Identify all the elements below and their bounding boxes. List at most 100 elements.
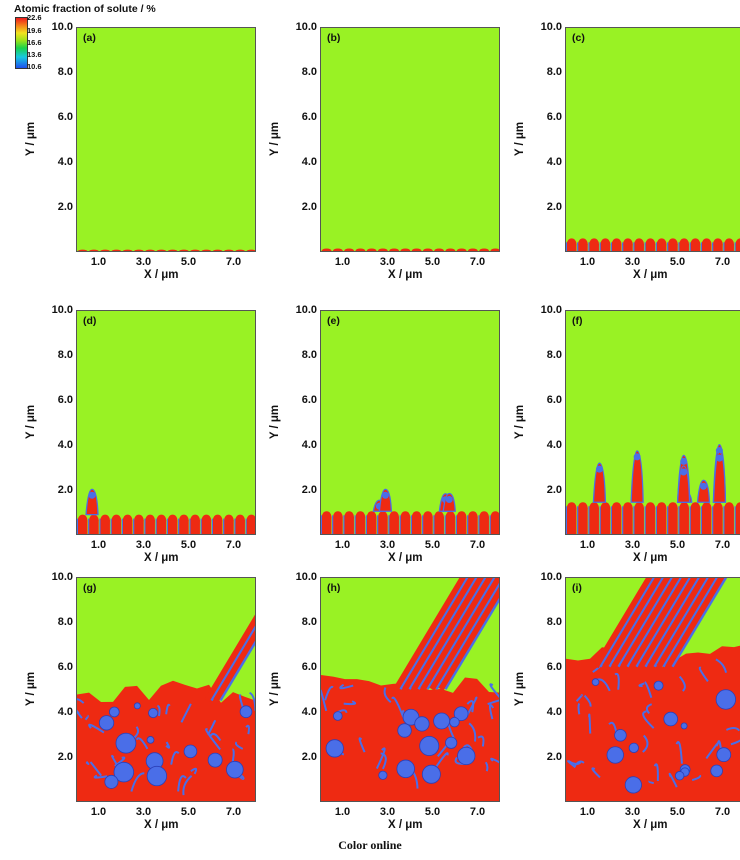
cell-column	[168, 251, 178, 252]
cell-tip	[212, 514, 223, 526]
y-tick-label: 2.0	[57, 484, 73, 496]
cell-tip	[735, 502, 740, 514]
solute-droplet	[445, 496, 453, 504]
heatmap-plot: (a)	[76, 27, 256, 252]
cell-tip	[235, 249, 245, 251]
cell-column	[468, 516, 478, 534]
cell-tip	[468, 511, 478, 523]
x-tick-label: 7.0	[469, 539, 486, 551]
solute-droplet	[595, 465, 603, 473]
cell-tip	[77, 249, 88, 251]
cell-column	[89, 251, 99, 252]
cell-tip	[355, 248, 366, 251]
heatmap-plot: (e)	[320, 310, 500, 535]
x-tick-label: 3.0	[135, 806, 152, 818]
cell-tip	[479, 248, 489, 251]
lamella-solute	[417, 578, 487, 690]
x-axis-label: X / μm	[633, 552, 668, 564]
solute-channel	[249, 691, 255, 711]
colorbar-tick: 16.6	[27, 38, 42, 47]
solute-droplet	[653, 680, 664, 691]
solute-channel	[135, 737, 149, 750]
solute-droplet	[700, 482, 708, 490]
x-tick-label: 7.0	[714, 256, 731, 268]
solute-channel	[591, 767, 601, 779]
lamella-red	[213, 629, 255, 703]
cell-tip	[134, 514, 144, 526]
lamella-red	[638, 578, 698, 669]
cell-tip	[190, 249, 200, 251]
cell-column	[122, 520, 133, 534]
microstructure-svg	[321, 578, 499, 801]
cell-tip	[366, 511, 377, 523]
y-tick-label: 2.0	[546, 484, 562, 496]
dendrite-arm	[630, 450, 644, 503]
cell-column	[333, 516, 343, 534]
y-tick-label: 2.0	[301, 201, 317, 213]
cell-tip	[679, 238, 689, 250]
solute-droplet	[146, 765, 168, 787]
x-tick-label: 3.0	[379, 539, 396, 551]
cell-tip	[490, 511, 499, 523]
lamella-red	[647, 578, 707, 669]
solute-channel	[207, 720, 216, 736]
cell-tip	[145, 249, 155, 251]
panel-label: (c)	[572, 32, 585, 44]
solute-channel	[157, 704, 161, 717]
x-axis-label: X / μm	[633, 819, 668, 831]
x-tick-label: 7.0	[469, 806, 486, 818]
heatmap-plot: (h)	[320, 577, 500, 802]
y-tick-label: 4.0	[301, 706, 317, 718]
panel-label: (i)	[572, 582, 582, 594]
solute-droplet	[674, 771, 685, 781]
y-tick-label: 10.0	[540, 21, 562, 33]
solute-channel	[89, 761, 103, 777]
solute-channel	[477, 735, 485, 747]
cell-tip	[321, 248, 332, 251]
colorbar-tick: 13.6	[27, 50, 42, 59]
x-tick-label: 5.0	[424, 806, 441, 818]
x-tick-label: 5.0	[424, 539, 441, 551]
cell-tip	[656, 502, 667, 514]
cell-column	[645, 507, 656, 534]
panel-label: (e)	[327, 315, 340, 327]
cell-tip	[190, 514, 200, 526]
y-tick-label: 4.0	[57, 156, 73, 168]
heatmap-plot: (d)	[76, 310, 256, 535]
solute-droplet	[433, 712, 450, 730]
solute-channel	[644, 681, 653, 698]
lamella-solute	[426, 578, 496, 690]
cell-tip	[389, 511, 399, 523]
y-tick-label: 8.0	[546, 616, 562, 628]
solute-droplet	[108, 706, 120, 718]
cell-tip	[378, 511, 388, 523]
x-tick-label: 7.0	[225, 806, 242, 818]
lamella-red	[420, 578, 494, 691]
solute-channel	[668, 772, 678, 788]
y-tick-label: 6.0	[546, 111, 562, 123]
y-tick-label: 6.0	[57, 394, 73, 406]
cell-column	[355, 516, 366, 534]
solute-channel	[675, 740, 683, 764]
solute-droplet	[113, 761, 135, 783]
cell-column	[235, 520, 245, 534]
cell-column	[134, 520, 144, 534]
lamella-solute	[635, 578, 692, 668]
cell-tip	[589, 238, 599, 250]
solute-droplet	[606, 746, 624, 764]
lamella-red	[629, 578, 689, 669]
solute-channel	[730, 739, 740, 746]
y-tick-label: 2.0	[546, 751, 562, 763]
cell-tip	[600, 238, 611, 250]
cell-column	[112, 251, 122, 252]
cell-tip	[89, 249, 99, 251]
cell-column	[201, 520, 212, 534]
y-tick-label: 8.0	[546, 66, 562, 78]
x-tick-label: 5.0	[669, 806, 686, 818]
cell-column	[321, 516, 332, 534]
cell-tip	[423, 511, 433, 523]
solute-channel	[645, 703, 653, 715]
lamella-solute	[662, 578, 719, 668]
cell-column	[167, 520, 178, 534]
y-tick-label: 4.0	[546, 156, 562, 168]
